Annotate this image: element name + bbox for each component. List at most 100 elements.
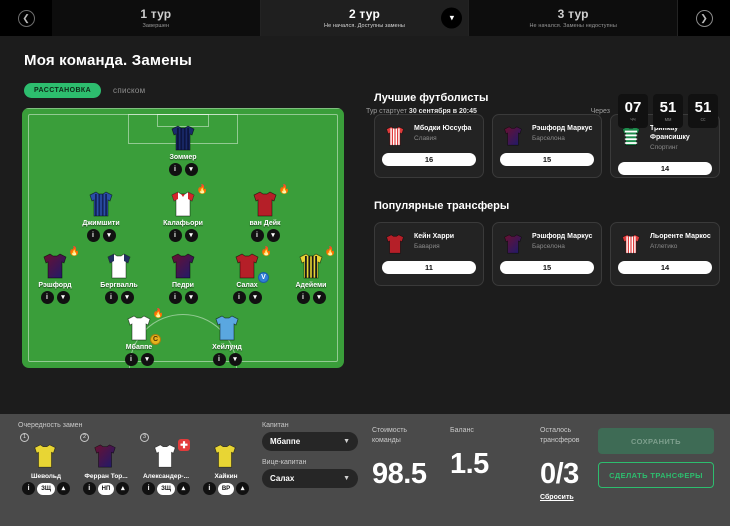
transfers-left-value: 0/3 (540, 458, 579, 490)
player-name: Мбаппе (125, 344, 153, 351)
player-card[interactable]: Рэшфорд Маркус Барселона 15 (492, 114, 602, 178)
pitch-player[interactable]: 🔥 Адейеми i ▾ (283, 247, 339, 304)
substitution-order: 3 (140, 433, 149, 442)
jersey-icon (29, 443, 63, 471)
team-stats: Стоимость команды 98.5 Баланс 1.5 Остало… (372, 426, 636, 501)
player-card-score: 14 (618, 162, 712, 175)
player-card[interactable]: Льоренте Маркос Атлетико 14 (610, 222, 720, 286)
player-card[interactable]: Мбодки Юссуфа Славия 16 (374, 114, 484, 178)
jersey-icon: ✚ (149, 439, 190, 471)
chevron-down-icon[interactable]: ▾ (228, 353, 242, 366)
tab-formation[interactable]: РАССТАНОВКА (24, 83, 102, 98)
round-tab-2[interactable]: 2 тур Не начался. Доступны замены ▾ (260, 0, 470, 36)
info-icon[interactable]: i (212, 353, 226, 366)
countdown-label: Через (590, 107, 610, 115)
jersey-icon (382, 125, 408, 147)
info-icon[interactable]: i (250, 229, 264, 242)
vice-captain-select[interactable]: Салах ▼ (262, 469, 358, 488)
chevron-down-icon[interactable]: ▾ (184, 163, 198, 176)
chevron-down-icon[interactable]: ▾ (140, 353, 154, 366)
info-icon[interactable]: i (124, 353, 138, 366)
chevron-down-icon[interactable]: ▾ (312, 291, 326, 304)
reset-link[interactable]: Сбросить (540, 494, 574, 501)
chevron-down-icon[interactable]: ▾ (184, 291, 198, 304)
pitch-player[interactable]: 🔥 V Салах i ▾ (219, 247, 275, 304)
countdown-value: 51 (694, 98, 712, 116)
chevron-left-icon: ❮ (17, 9, 35, 27)
chevron-down-icon[interactable]: ▾ (248, 291, 262, 304)
bench-player[interactable]: 1 Шевольд i ЗЩ ▴ (18, 433, 74, 495)
chevron-up-icon[interactable]: ▴ (236, 482, 250, 495)
player-card[interactable]: Рэшфорд Маркус Барселона 15 (492, 222, 602, 286)
best-players-title: Лучшие футболисты (374, 92, 489, 104)
player-card-name: Мбодки Юссуфа (414, 125, 472, 132)
info-icon[interactable]: i (86, 229, 100, 242)
chevron-up-icon[interactable]: ▴ (56, 482, 70, 495)
info-icon[interactable]: i (22, 482, 36, 495)
player-name: ван Дейк (249, 220, 281, 227)
prev-round-button[interactable]: ❮ (0, 0, 52, 36)
tab-list[interactable]: списком (113, 86, 146, 95)
pitch-player[interactable]: 🔥 Калафьори i ▾ (155, 185, 211, 242)
form-fire-icon: 🔥 (324, 246, 336, 256)
half-line (22, 108, 344, 109)
chevron-down-icon[interactable]: ▾ (266, 229, 280, 242)
player-card-score: 16 (382, 153, 476, 166)
next-round-button[interactable]: ❯ (678, 0, 730, 36)
jersey-icon: 🔥 (294, 247, 336, 280)
position-badge: НП (97, 482, 115, 495)
captain-select[interactable]: Мбаппе ▼ (262, 432, 358, 451)
player-card-score: 11 (382, 261, 476, 274)
substitution-order: 2 (80, 433, 89, 442)
pitch-player[interactable]: Хейлунд i ▾ (199, 314, 255, 366)
round-tab-3-status: Не начался. Замены недоступны (529, 23, 617, 29)
round-timer: Тур стартует 30 сентября в 20:45 Через 0… (366, 94, 718, 128)
info-icon[interactable]: i (232, 291, 246, 304)
info-icon[interactable]: i (82, 482, 96, 495)
chevron-down-icon[interactable]: ▾ (184, 229, 198, 242)
chevron-down-icon[interactable]: ▾ (120, 291, 134, 304)
pitch-player[interactable]: 🔥 ван Дейк i ▾ (237, 185, 293, 242)
round-tab-2-status: Не начался. Доступны замены (324, 23, 405, 29)
player-actions: i ▾ (86, 229, 116, 242)
form-fire-icon: 🔥 (278, 184, 290, 194)
info-icon[interactable]: i (104, 291, 118, 304)
pitch-player[interactable]: Джимшити i ▾ (73, 190, 129, 242)
round-tab-3[interactable]: 3 тур Не начался. Замены недоступны (469, 0, 679, 36)
chevron-up-icon[interactable]: ▴ (116, 482, 130, 495)
pitch-player[interactable]: 🔥 Рэшфорд i ▾ (27, 247, 83, 304)
player-card-name: Кейн Харри (414, 233, 455, 240)
chevron-down-icon[interactable]: ▾ (441, 7, 463, 29)
player-card-name: Тринкау Франсишку (650, 125, 690, 141)
pitch-player[interactable]: Педри i ▾ (155, 252, 211, 304)
pitch-player[interactable]: 🔥 C Мбаппе i ▾ (111, 309, 167, 366)
info-icon[interactable]: i (40, 291, 54, 304)
save-button[interactable]: СОХРАНИТЬ (598, 428, 714, 454)
vice-captain-label: Вице-капитан (262, 459, 307, 466)
bench-player[interactable]: Хайкин i ВР ▴ (198, 433, 254, 495)
info-icon[interactable]: i (168, 229, 182, 242)
info-icon[interactable]: i (168, 163, 182, 176)
player-card[interactable]: Кейн Харри Бавария 11 (374, 222, 484, 286)
info-icon[interactable]: i (168, 291, 182, 304)
bench-player-name: Хайкин (214, 473, 238, 480)
main-stage: Моя команда. Замены РАССТАНОВКА списком … (0, 36, 730, 526)
jersey-icon (500, 233, 526, 255)
position-badge: ЗЩ (157, 482, 175, 495)
player-card-name: Льоренте Маркос (650, 233, 711, 240)
pitch-player[interactable]: Бергвалль i ▾ (91, 252, 147, 304)
bench-player[interactable]: 2 Ферран Тор... i НП ▴ (78, 433, 134, 495)
pitch-player[interactable]: Зоммер i ▾ (155, 124, 211, 176)
bench-player[interactable]: 3 ✚ Александер-... i ЗЩ ▴ (138, 433, 194, 495)
chevron-down-icon[interactable]: ▾ (56, 291, 70, 304)
round-tab-1[interactable]: 1 тур Завершен (52, 0, 261, 36)
info-icon[interactable]: i (142, 482, 156, 495)
info-icon[interactable]: i (296, 291, 310, 304)
position-badge: ЗЩ (37, 482, 55, 495)
make-transfers-button[interactable]: СДЕЛАТЬ ТРАНСФЕРЫ (598, 462, 714, 488)
player-name: Зоммер (169, 154, 197, 161)
info-icon[interactable]: i (202, 482, 216, 495)
chevron-down-icon[interactable]: ▾ (102, 229, 116, 242)
captain-label: Капитан (262, 422, 289, 429)
chevron-up-icon[interactable]: ▴ (176, 482, 190, 495)
